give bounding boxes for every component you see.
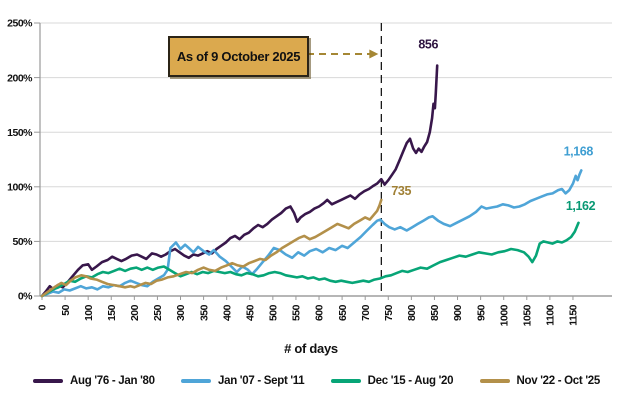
- x-tick-label: 850: [429, 304, 441, 321]
- legend-item-nov-22-oct-25: Nov '22 - Oct '25: [479, 375, 601, 387]
- x-tick-label: 400: [221, 304, 233, 321]
- x-tick-label: 350: [198, 304, 210, 321]
- legend-label-dec-15-aug-20: Dec '15 - Aug '20: [367, 375, 454, 387]
- series-line-aug-76-jan-80: [40, 64, 439, 298]
- series-line-nov-22-oct-25: [40, 198, 383, 298]
- legend-swatch-aug-76-jan-80: [33, 379, 63, 383]
- series-line-jan-07-sept-11: [40, 169, 583, 298]
- y-tick-label: 0%: [18, 291, 33, 303]
- x-axis-title: # of days: [284, 341, 338, 356]
- annotation-box: As of 9 October 2025: [168, 36, 309, 77]
- x-tick-label: 300: [175, 304, 187, 321]
- x-tick-label: 950: [475, 304, 487, 321]
- x-tick-label: 1100: [545, 304, 557, 325]
- annotation-text: As of 9 October 2025: [176, 49, 301, 64]
- legend-swatch-jan-07-sept-11: [181, 379, 211, 383]
- y-tick-label: 50%: [12, 236, 33, 248]
- y-tick-label: 200%: [7, 72, 33, 84]
- x-tick-label: 1000: [498, 304, 510, 326]
- x-tick-label: 1150: [568, 304, 580, 325]
- x-tick-label: 800: [406, 304, 418, 321]
- x-tick-label: 700: [360, 304, 372, 321]
- y-tick-label: 150%: [7, 127, 33, 139]
- legend-item-dec-15-aug-20: Dec '15 - Aug '20: [330, 375, 454, 387]
- y-tick-label: 100%: [7, 181, 33, 193]
- x-tick-label: 1050: [521, 304, 533, 326]
- x-tick-label: 500: [268, 304, 280, 321]
- x-tick-label: 250: [152, 304, 164, 321]
- legend-label-aug-76-jan-80: Aug '76 - Jan '80: [70, 375, 155, 387]
- legend-item-aug-76-jan-80: Aug '76 - Jan '80: [33, 375, 155, 387]
- legend-swatch-nov-22-oct-25: [479, 379, 510, 383]
- x-tick-label: 0: [37, 304, 49, 310]
- series-end-label-nov-22-oct-25: 735: [391, 184, 411, 198]
- legend: Aug '76 - Jan '80 Jan '07 - Sept '11 Dec '…: [0, 375, 622, 387]
- annotation-arrow-head: [369, 49, 379, 59]
- x-tick-label: 450: [244, 304, 256, 321]
- x-tick-label: 600: [314, 304, 326, 321]
- x-tick-label: 200: [129, 304, 141, 321]
- legend-label-nov-22-oct-25: Nov '22 - Oct '25: [516, 375, 601, 387]
- x-tick-label: 150: [106, 304, 118, 321]
- legend-item-jan-07-sept-11: Jan '07 - Sept '11: [181, 375, 305, 387]
- series-end-label-dec-15-aug-20: 1,162: [566, 199, 596, 213]
- x-tick-label: 100: [83, 304, 95, 321]
- x-tick-label: 50: [60, 304, 72, 315]
- legend-label-jan-07-sept-11: Jan '07 - Sept '11: [218, 375, 305, 387]
- legend-swatch-dec-15-aug-20: [330, 379, 361, 383]
- x-tick-label: 650: [337, 304, 349, 321]
- series-end-label-aug-76-jan-80: 856: [418, 38, 438, 52]
- series-line-dec-15-aug-20: [40, 221, 580, 298]
- x-tick-label: 900: [452, 304, 464, 321]
- x-tick-label: 750: [383, 304, 395, 321]
- x-tick-label: 550: [291, 304, 303, 321]
- series-end-label-jan-07-sept-11: 1,168: [564, 144, 594, 158]
- y-tick-label: 250%: [7, 18, 33, 30]
